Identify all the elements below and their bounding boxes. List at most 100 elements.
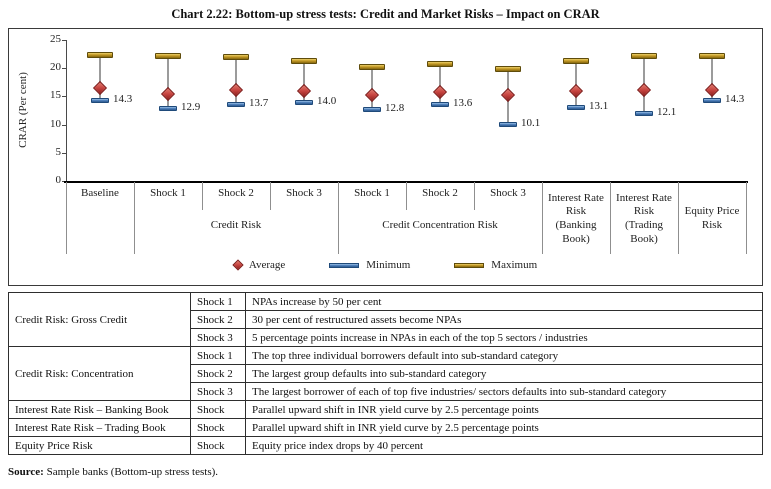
hi-lo-connector	[99, 55, 101, 101]
minimum-marker	[567, 105, 585, 111]
category-separator	[338, 182, 339, 254]
hi-lo-connector	[439, 63, 441, 105]
shock-label-cell: Shock 2	[190, 310, 246, 329]
average-marker	[296, 83, 312, 98]
category-separator-short	[202, 182, 203, 210]
table-row: Equity Price Risk Shock Equity price index…	[8, 436, 763, 455]
x-group-label-credit-risk: Credit Risk	[210, 219, 262, 231]
minimum-data-label: 14.3	[725, 93, 745, 106]
chart-title: Chart 2.22: Bottom-up stress tests: Cred…	[171, 7, 600, 21]
shock-description-cell: 5 percentage points increase in NPAs in …	[245, 328, 763, 347]
hi-lo-connector	[711, 56, 713, 101]
category-separator	[610, 182, 611, 254]
average-marker	[228, 82, 244, 97]
source-label: Source:	[8, 466, 44, 478]
minimum-data-label: 13.1	[589, 100, 609, 113]
y-tick-label: 20	[50, 61, 61, 74]
shock-label-cell: Shock 1	[190, 292, 246, 311]
source-text: Sample banks (Bottom-up stress tests).	[43, 466, 219, 478]
y-tick-label: 5	[55, 145, 62, 158]
table-row: Shock 2 The largest group defaults into s…	[9, 364, 763, 383]
maximum-bar-icon	[454, 262, 485, 268]
minimum-marker	[159, 106, 177, 112]
shock-description-cell: Parallel upward shift in INR yield curve…	[245, 400, 763, 419]
shock-label-cell: Shock 3	[190, 382, 246, 401]
hi-lo-connector	[371, 66, 373, 109]
risk-name-cell: Credit Risk: Gross Credit	[8, 292, 191, 347]
average-marker	[500, 88, 516, 103]
y-tick-mark	[62, 40, 66, 41]
minimum-marker	[91, 98, 109, 104]
shock-description-cell: Equity price index drops by 40 percent	[245, 436, 763, 455]
shock-definition-table: Credit Risk: Gross Credit Shock 1 NPAs inc…	[8, 292, 763, 455]
source-note: Source: Sample banks (Bottom-up stress t…	[8, 466, 218, 478]
maximum-marker	[563, 57, 589, 64]
y-axis-line	[66, 40, 67, 182]
maximum-marker	[359, 63, 385, 70]
x-category-label: Shock 3	[490, 187, 526, 199]
minimum-marker	[635, 110, 653, 116]
risk-name-cell: Credit Risk: Concentration	[8, 346, 191, 401]
maximum-marker	[427, 60, 453, 67]
y-tick-mark	[62, 68, 66, 70]
shock-description-cell: The largest group defaults into sub-stan…	[245, 364, 763, 383]
y-axis-label: CRAR (Per cent)	[17, 72, 29, 148]
category-separator-short	[270, 182, 271, 210]
x-category-label: Baseline	[81, 187, 119, 199]
shock-label-cell: Shock 1	[190, 346, 246, 365]
average-marker	[636, 82, 652, 97]
risk-name-cell: Interest Rate Risk – Banking Book	[8, 400, 191, 419]
minimum-marker	[227, 101, 245, 107]
y-tick-label: 15	[50, 89, 61, 102]
average-diamond-icon	[232, 259, 244, 271]
category-separator	[542, 182, 543, 254]
minimum-marker	[363, 106, 381, 112]
category-separator	[134, 182, 135, 254]
minimum-marker	[703, 98, 721, 104]
shock-description-cell: The top three individual borrowers defau…	[245, 346, 763, 365]
legend-item-minimum: Minimum	[329, 259, 410, 271]
hi-lo-connector	[167, 55, 169, 109]
minimum-data-label: 10.1	[521, 117, 541, 130]
maximum-marker	[87, 52, 113, 59]
y-tick-label: 25	[50, 33, 61, 45]
minimum-marker	[431, 102, 449, 108]
minimum-data-label: 12.8	[385, 101, 405, 114]
x-category-label-tall: Interest Rate Risk (Banking Book)	[548, 191, 604, 245]
legend: Average Minimum Maximum	[9, 259, 762, 271]
minimum-data-label: 13.6	[453, 97, 473, 110]
average-marker	[92, 80, 108, 96]
shock-description-cell: The largest borrower of each of top five…	[245, 382, 763, 401]
x-category-label: Shock 1	[150, 187, 186, 199]
minimum-marker	[295, 100, 313, 106]
maximum-marker	[223, 54, 249, 61]
category-separator-short	[474, 182, 475, 210]
maximum-marker	[291, 57, 317, 64]
maximum-marker	[495, 65, 521, 72]
y-tick-mark	[62, 152, 66, 154]
minimum-marker	[499, 122, 517, 128]
shock-description-cell: Parallel upward shift in INR yield curve…	[245, 418, 763, 437]
x-category-label: Shock 1	[354, 187, 390, 199]
legend-average-label: Average	[248, 259, 286, 271]
average-marker	[568, 83, 584, 98]
maximum-marker	[155, 52, 181, 59]
hi-lo-connector	[235, 57, 237, 104]
shock-label-cell: Shock	[190, 418, 246, 437]
y-tick-label: 10	[50, 117, 61, 130]
legend-item-maximum: Maximum	[454, 259, 537, 271]
average-marker	[704, 82, 720, 97]
maximum-marker	[631, 52, 657, 59]
x-category-label-tall: Interest Rate Risk (Trading Book)	[616, 191, 672, 245]
minimum-data-label: 12.1	[657, 105, 677, 118]
average-marker	[432, 84, 448, 99]
hi-lo-connector	[303, 60, 305, 103]
y-tick-mark	[62, 124, 66, 126]
x-category-label-tall: Equity Price Risk	[684, 205, 740, 231]
average-marker	[364, 88, 380, 103]
table-row: Interest Rate Risk – Banking Book Shock Pa…	[8, 400, 763, 419]
minimum-data-label: 12.9	[181, 101, 201, 114]
category-separator	[66, 182, 67, 254]
